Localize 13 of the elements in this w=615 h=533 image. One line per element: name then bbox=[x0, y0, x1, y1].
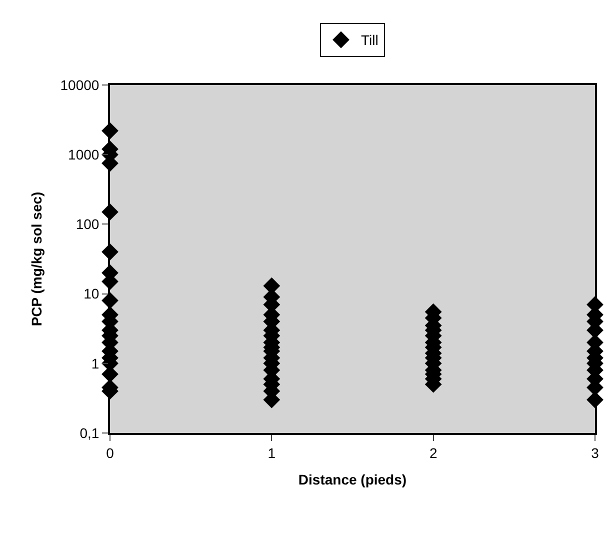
y-axis-title: PCP (mg/kg sol sec) bbox=[28, 192, 44, 326]
y-tick-label: 10000 bbox=[60, 76, 100, 93]
y-tick-label: 100 bbox=[76, 216, 100, 232]
x-tick-label: 0 bbox=[106, 444, 114, 461]
x-tick-label: 3 bbox=[591, 444, 600, 461]
y-tick-label: 1000 bbox=[68, 146, 100, 162]
x-tick-label: 2 bbox=[429, 444, 438, 461]
y-tick-label: 10 bbox=[84, 286, 100, 302]
legend-label: Till bbox=[361, 32, 378, 48]
x-axis-title: Distance (pieds) bbox=[298, 472, 407, 488]
y-tick-label: 0,1 bbox=[80, 424, 100, 441]
x-tick-label: 1 bbox=[268, 444, 276, 461]
y-tick-label: 1 bbox=[91, 355, 100, 372]
